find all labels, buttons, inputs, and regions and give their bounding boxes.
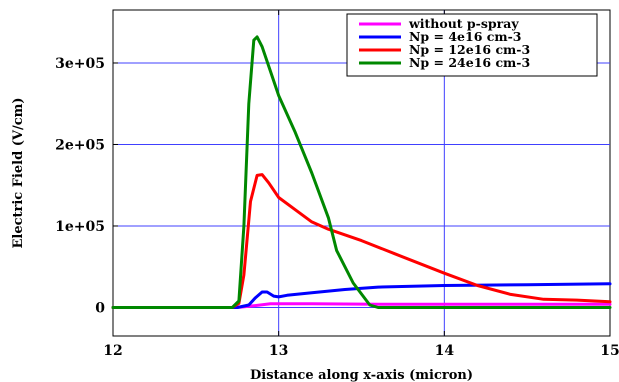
x-tick-label: 14 [435,343,455,359]
legend-label-1: without p-spray [408,16,519,31]
x-tick-label: 12 [103,343,122,359]
y-tick-label: 1e+05 [55,219,105,235]
x-tick-label: 13 [269,343,288,359]
y-tick-label: 0 [95,300,105,316]
series-line-3 [111,173,612,309]
x-tick-label: 15 [600,343,619,359]
series-line-4 [111,35,612,309]
legend-label-2: Np = 4e16 cm-3 [409,29,521,44]
legend-label-3: Np = 12e16 cm-3 [409,42,530,57]
y-axis-title: Electric Field (V/cm) [11,97,26,248]
series-lines [111,35,612,309]
x-axis-title: Distance along x-axis (micron) [250,368,473,382]
legend-label-4: Np = 24e16 cm-3 [409,55,530,70]
plot-frame [112,9,611,337]
y-tick-label: 3e+05 [55,56,105,72]
y-tick-label: 2e+05 [55,137,105,153]
series-line-2 [111,282,612,309]
